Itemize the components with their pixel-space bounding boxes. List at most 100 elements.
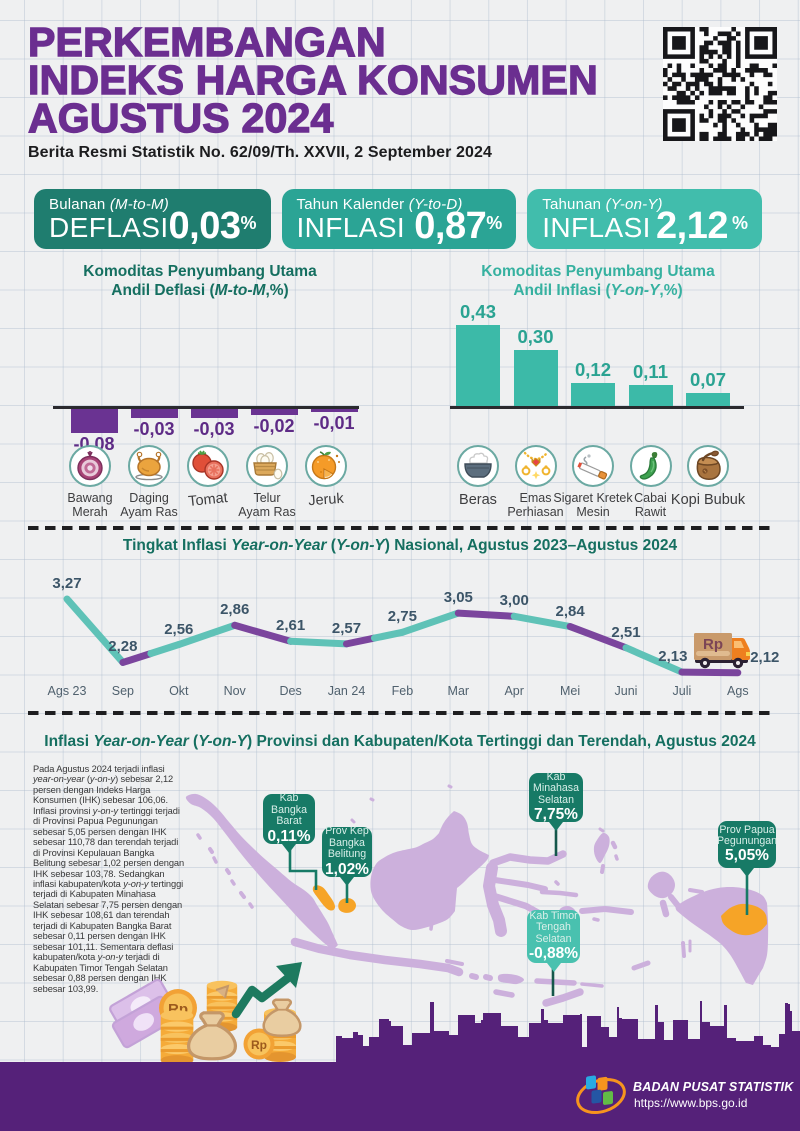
truck-icon: Rp [694,633,750,669]
line-month-Juni: Juni [614,684,638,698]
inflasi-icon-label-1: Beras [459,492,497,508]
map-island-madura [445,959,464,966]
line-value-Apr: 3,00 [499,592,529,610]
map-island-papua-isthmus [668,894,682,910]
line-month-Jan24: Jan 24 [327,684,366,698]
onion-icon [77,451,103,481]
line-segment [63,595,127,666]
inflasi-bar-value-4: 0,11 [633,361,668,383]
line-month-Feb: Feb [391,684,414,698]
map-island-sula [539,889,579,898]
map-island-islet-7 [248,902,254,909]
inflasi-bar-1 [456,325,500,406]
map-callout-5: Prov Papua Pegunungan 5,05% [717,821,777,877]
map-island-java [290,937,464,977]
map-island-kalimantan [370,811,489,931]
map-callout-2: Prov Kep Bangka Belitung 1,02% [322,826,372,886]
deflasi-icon-tomato [187,445,229,487]
map-island-tanimbar [631,960,651,971]
page-title: PERKEMBANGAN INDEKS HARGA KONSUMEN AGUST… [27,21,598,139]
map-island-islet-6 [239,891,246,899]
money-growth-illustration: Rp Rp [109,962,302,1066]
line-value-Mar: 3,05 [443,589,473,607]
map-highlight-belitung [338,898,356,913]
line-value-Juli: 2,13 [658,648,688,666]
line-value-Feb: 2,75 [387,608,417,626]
deflasi-bar-2 [130,408,178,418]
inflasi-icon-label-4: Cabai Rawit [634,491,667,519]
map-island-ambon [592,917,600,922]
map-island-papua-head [647,871,675,899]
inflasi-bar-4 [628,385,673,406]
callout-connector-1 [288,845,318,890]
line-segment [370,628,406,642]
footer-url-text: https://www.bps.go.id [634,1096,748,1110]
line-value-Juni: 2,51 [611,623,641,641]
bps-logo [576,1075,626,1115]
chart-axis [450,406,744,409]
release-subtitle: Berita Resmi Statistik No. 62/09/Th. XXV… [28,144,492,161]
map-island-islet-9 [369,797,375,802]
map-island-sumbawa [497,973,525,985]
orange-icon [311,451,340,480]
line-month-Ags23: Ags 23 [47,684,87,698]
map-island-islet-5 [230,879,236,886]
line-segment [510,612,574,631]
deflasi-bar-value-5: -0,01 [313,413,355,433]
inflasi-icon-gold [514,445,557,487]
inflasi-bar-value-3: 0,12 [574,359,612,381]
map-island-islet-10 [350,818,356,824]
map-island-kei [681,941,686,958]
inflasi-icon-label-3: Sigaret Kretek Mesin [553,491,633,519]
line-month-Sep: Sep [111,684,135,698]
inflasi-icon-chili [629,445,672,487]
deflasi-bar-5 [310,408,358,412]
line-value-Ags: 2,12 [750,648,780,666]
map-island-sumatra [185,793,338,950]
map-island-halmahera [593,832,610,864]
inflasi-icon-rice [457,445,499,487]
inflasi-icon-cigarette [572,445,614,487]
map-island-yapen [688,888,704,894]
map-island-islet-1 [196,833,202,840]
map-highlight-bangka [312,885,336,911]
line-value-Okt: 2,56 [164,620,194,638]
map-island-islet-3 [212,856,218,864]
map-island-timor [542,988,584,1007]
deflasi-icon-eggs [246,445,288,487]
divider-dashed-1 [28,526,772,530]
inflasi-bar-5 [686,392,730,406]
deflasi-chart-title: Komoditas Penyumbang Utama Andil Deflasi … [83,263,317,299]
map-island-hal-sat3 [614,854,619,861]
map-island-flores [534,978,577,986]
line-segment [566,623,630,652]
map-island-banggai [554,880,560,886]
summary-card-inflasi-3: Tahunan (Y-on-Y) INFLASI 2,12% [527,189,762,249]
map-island-hal-sat2 [600,864,605,874]
eggs-icon [253,451,283,480]
map-island-islet-2 [208,847,214,854]
chicken-icon [135,451,163,481]
map-island-selayar [429,919,434,931]
inflasi-bar-value-5: 0,07 [689,368,727,390]
line-month-Mar: Mar [447,684,470,698]
line-value-Sep: 2,28 [108,638,138,656]
summary-card-inflasi-2: Tahun Kalender (Y-to-D) INFLASI 0,87% [281,189,517,249]
deflasi-icon-onion [69,445,111,487]
deflasi-icon-label-4: Telur Ayam Ras [238,491,296,519]
inflasi-bar-3 [571,383,615,406]
truck-rp-label: Rp [703,636,723,653]
rice-icon [464,452,492,478]
line-value-Mei: 2,84 [555,602,585,620]
deflasi-bar-1 [70,408,118,433]
footer-org-name: BADAN PUSAT STATISTIK [633,1080,794,1094]
map-island-bali [469,973,479,980]
line-segment [175,621,239,649]
map-narrative-text: Pada Agustus 2024 terjadi inflasi year-o… [33,764,185,994]
qr-code [663,27,777,141]
map-island-islet-8 [447,784,453,789]
deflasi-bar-value-3: -0,03 [193,419,235,439]
line-value-Des: 2,61 [275,617,306,635]
